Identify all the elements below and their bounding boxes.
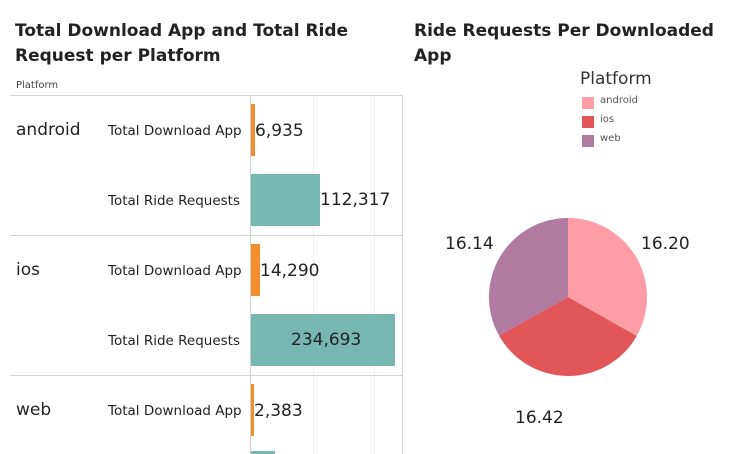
bar-ios-ride[interactable]	[251, 314, 395, 366]
row-divider	[10, 235, 402, 236]
pie-label-ios: 16.42	[515, 408, 564, 428]
row-divider	[10, 95, 402, 96]
pie-slice-android[interactable]	[568, 218, 648, 337]
bar-chart-title: Total Download App and Total Ride Reques…	[15, 21, 349, 66]
measure-label-download: Total Download App	[108, 263, 242, 279]
bar-ios-download[interactable]	[251, 244, 260, 296]
legend-swatch-android	[582, 97, 594, 109]
value-label-android-download: 6,935	[255, 121, 304, 141]
legend-title: Platform	[580, 69, 652, 89]
pie-label-web: 16.14	[445, 234, 494, 254]
bar-axis-line	[250, 95, 251, 454]
bar-chart-panel: Total Download App and Total Ride Reques…	[10, 21, 403, 454]
measure-label-ride: Total Ride Requests	[108, 193, 240, 209]
pie-label-android: 16.20	[641, 234, 690, 254]
pie-slice-web[interactable]	[488, 217, 568, 336]
platform-label-android: android	[16, 120, 81, 140]
value-label-ios-ride: 234,693	[291, 330, 362, 350]
bar-android-ride[interactable]	[251, 174, 320, 226]
measure-label-download: Total Download App	[108, 403, 242, 419]
legend-label-android: android	[600, 95, 638, 106]
measure-label-ride: Total Ride Requests	[108, 333, 240, 349]
bar-web-ride-cropped[interactable]	[251, 451, 275, 454]
bar-android-download[interactable]	[251, 104, 255, 156]
bar-web-download[interactable]	[251, 384, 254, 436]
row-divider	[10, 375, 402, 376]
pie-chart-title: Ride Requests Per Downloaded App	[414, 21, 714, 66]
value-label-ios-download: 14,290	[260, 261, 320, 281]
measure-label-download: Total Download App	[108, 123, 242, 139]
legend-swatch-web	[582, 135, 594, 147]
grid-line	[374, 95, 375, 454]
legend-swatch-ios	[582, 116, 594, 128]
legend-label-web: web	[600, 133, 621, 144]
panel-frame-line	[402, 95, 403, 454]
value-label-web-download: 2,383	[254, 401, 303, 421]
grid-line	[313, 95, 314, 454]
platform-column-header: Platform	[16, 80, 59, 91]
legend-label-ios: ios	[600, 114, 615, 125]
pie-slice-ios[interactable]	[499, 297, 637, 377]
pie-chart-panel: Ride Requests Per Downloaded App	[410, 0, 736, 454]
platform-label-web: web	[16, 400, 52, 420]
platform-label-ios: ios	[16, 260, 40, 280]
value-label-android-ride: 112,317	[320, 190, 391, 210]
